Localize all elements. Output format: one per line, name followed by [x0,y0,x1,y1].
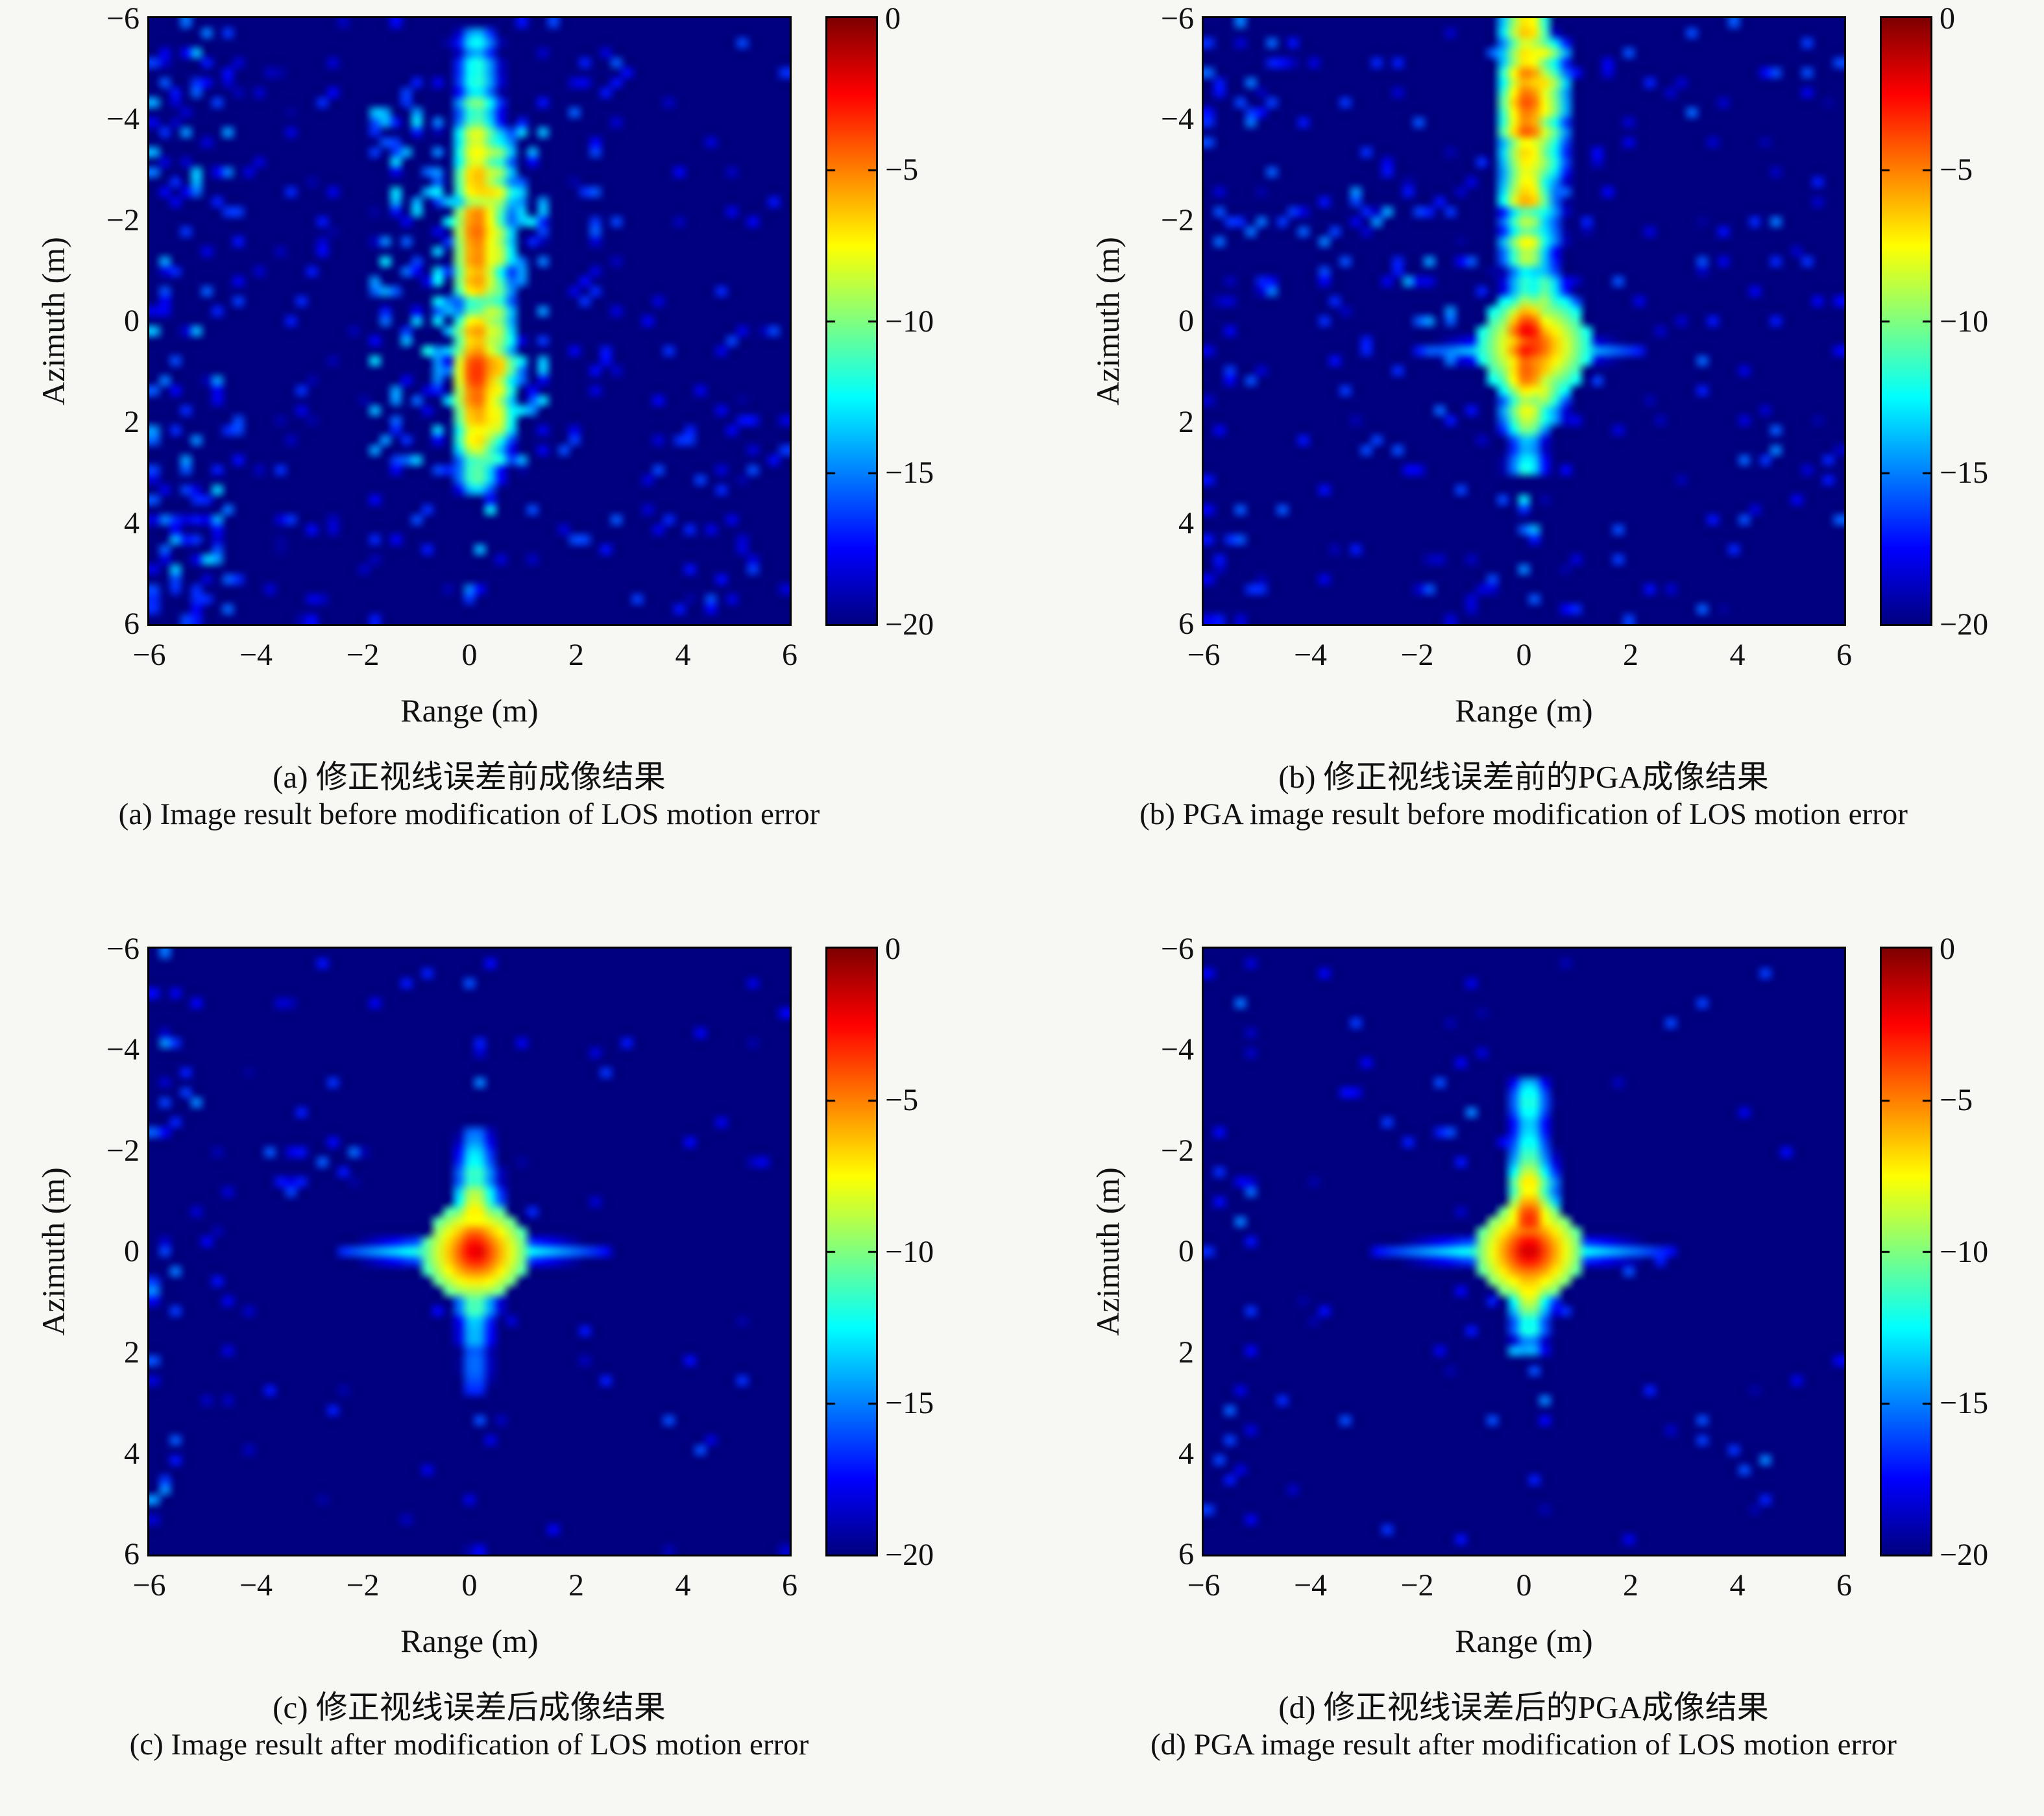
colorbar-canvas [1882,949,1930,1555]
colorbar [825,947,878,1556]
caption-chinese: (a) 修正视线误差前成像结果 [273,759,666,795]
x-axis-ticks: −6 −4 −2 0 2 4 6 [132,638,797,672]
x-axis-ticks: −6 −4 −2 0 2 4 6 [132,1568,797,1603]
panel-c: Azimuth (m) −6 −4 −2 0 2 4 6 0 −5 −10 −15 −20 −6 −4… [0,930,1022,1816]
colorbar-ticks: 0 −5 −10 −15 −20 [885,1,934,642]
heatmap-canvas [149,949,790,1555]
x-axis-label: Range (m) [400,692,539,729]
colorbar [1880,947,1932,1556]
heatmap-canvas [149,18,790,624]
heatmap-plot [147,16,792,626]
colorbar [1880,16,1932,626]
caption-english: (c) Image result after modification of L… [129,1728,809,1762]
heatmap-canvas [1204,18,1844,624]
y-axis-ticks: −6 −4 −2 0 2 4 6 [106,1,140,642]
caption-chinese: (b) 修正视线误差前的PGA成像结果 [1278,759,1769,795]
panel-a: Azimuth (m) −6 −4 −2 0 2 4 6 0 −5 −10 −15 −20 −6 −4… [0,0,1022,886]
y-axis-ticks: −6 −4 −2 0 2 4 6 [1160,931,1194,1572]
y-axis-ticks: −6 −4 −2 0 2 4 6 [106,931,140,1572]
y-axis-ticks: −6 −4 −2 0 2 4 6 [1160,1,1194,642]
caption-english: (b) PGA image result before modification… [1139,797,1908,831]
heatmap-canvas [1204,949,1844,1555]
x-axis-label: Range (m) [1455,1623,1593,1659]
heatmap-plot [147,947,792,1556]
panel-b: Azimuth (m) −6 −4 −2 0 2 4 6 0 −5 −10 −15 −20 −6 −4… [1054,0,2044,886]
panel-d: Azimuth (m) −6 −4 −2 0 2 4 6 0 −5 −10 −15 −20 −6 −4… [1054,930,2044,1816]
caption-english: (a) Image result before modification of … [118,797,820,831]
x-axis-ticks: −6 −4 −2 0 2 4 6 [1187,1568,1852,1603]
caption-chinese: (c) 修正视线误差后成像结果 [273,1689,666,1725]
colorbar-ticks: 0 −5 −10 −15 −20 [1940,1,1989,642]
heatmap-plot [1202,947,1846,1556]
colorbar-ticks: 0 −5 −10 −15 −20 [885,931,934,1572]
x-axis-label: Range (m) [1455,692,1593,729]
x-axis-ticks: −6 −4 −2 0 2 4 6 [1187,638,1852,672]
x-axis-label: Range (m) [400,1623,539,1659]
caption-english: (d) PGA image result after modification … [1150,1728,1897,1762]
colorbar-canvas [1882,18,1930,624]
colorbar-canvas [827,18,876,624]
caption-chinese: (d) 修正视线误差后的PGA成像结果 [1278,1689,1769,1725]
heatmap-plot [1202,16,1846,626]
colorbar-canvas [827,949,876,1555]
colorbar-ticks: 0 −5 −10 −15 −20 [1940,931,1989,1572]
colorbar [825,16,878,626]
